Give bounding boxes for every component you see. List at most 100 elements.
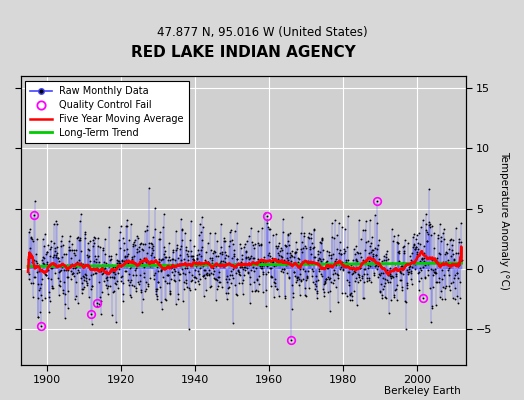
Point: [268, 259, 276, 266]
Point: [263, 212, 271, 219]
Point: [340, 250, 348, 257]
Point: [281, 295, 289, 302]
Point: [100, 266, 108, 272]
Point: [354, 279, 363, 286]
Point: [379, 275, 387, 281]
Point: [152, 296, 161, 302]
Point: [222, 290, 230, 296]
Point: [183, 248, 192, 254]
Point: [453, 292, 461, 299]
Point: [122, 268, 130, 274]
Point: [239, 266, 247, 272]
Point: [113, 270, 122, 276]
Point: [26, 254, 35, 260]
Point: [349, 270, 357, 276]
Point: [249, 279, 258, 285]
Point: [379, 256, 388, 263]
Point: [322, 276, 330, 282]
Point: [254, 240, 263, 246]
Point: [173, 255, 182, 261]
Point: [71, 264, 80, 271]
Point: [359, 279, 368, 285]
Point: [122, 223, 130, 229]
Point: [255, 272, 263, 279]
Point: [73, 267, 82, 273]
Point: [373, 266, 381, 272]
Point: [326, 255, 335, 262]
Point: [419, 216, 428, 223]
Point: [270, 280, 279, 286]
Point: [363, 275, 372, 281]
Point: [30, 257, 39, 263]
Point: [122, 257, 130, 263]
Point: [249, 264, 257, 270]
Point: [447, 242, 456, 248]
Point: [357, 272, 366, 279]
Point: [294, 259, 302, 265]
Point: [42, 251, 50, 257]
Point: [391, 286, 400, 292]
Point: [119, 290, 127, 297]
Point: [117, 272, 126, 279]
Point: [219, 262, 227, 268]
Point: [136, 272, 145, 278]
Point: [275, 239, 283, 246]
Point: [273, 286, 281, 292]
Point: [37, 292, 46, 298]
Point: [87, 310, 95, 317]
Point: [361, 226, 369, 233]
Point: [292, 249, 300, 255]
Point: [292, 275, 301, 282]
Point: [169, 266, 178, 272]
Point: [334, 258, 343, 264]
Point: [241, 241, 249, 247]
Point: [147, 240, 155, 246]
Point: [433, 259, 442, 266]
Point: [184, 257, 192, 263]
Point: [51, 248, 59, 255]
Point: [309, 279, 317, 285]
Point: [338, 224, 346, 230]
Point: [451, 296, 459, 302]
Point: [449, 278, 457, 285]
Point: [237, 280, 246, 286]
Point: [105, 224, 113, 230]
Point: [293, 277, 301, 284]
Point: [117, 278, 125, 284]
Point: [215, 278, 223, 285]
Point: [310, 254, 319, 260]
Point: [394, 232, 402, 238]
Point: [191, 285, 199, 292]
Point: [318, 236, 326, 242]
Point: [241, 264, 249, 270]
Point: [48, 283, 56, 290]
Point: [366, 240, 375, 246]
Point: [235, 268, 243, 275]
Point: [361, 266, 369, 272]
Point: [105, 268, 114, 274]
Point: [121, 253, 129, 259]
Point: [132, 288, 140, 294]
Point: [242, 254, 250, 260]
Point: [270, 263, 278, 269]
Point: [455, 239, 464, 245]
Point: [189, 255, 198, 262]
Point: [204, 272, 213, 278]
Point: [391, 265, 400, 271]
Point: [126, 265, 134, 272]
Point: [61, 301, 70, 307]
Point: [93, 242, 102, 249]
Point: [406, 260, 414, 267]
Point: [360, 295, 368, 302]
Point: [95, 279, 103, 285]
Point: [69, 270, 77, 276]
Point: [120, 240, 128, 246]
Point: [53, 255, 62, 261]
Point: [285, 275, 293, 282]
Point: [203, 272, 211, 278]
Point: [335, 220, 344, 226]
Point: [313, 294, 321, 301]
Point: [209, 271, 217, 278]
Point: [75, 237, 84, 244]
Point: [261, 303, 270, 309]
